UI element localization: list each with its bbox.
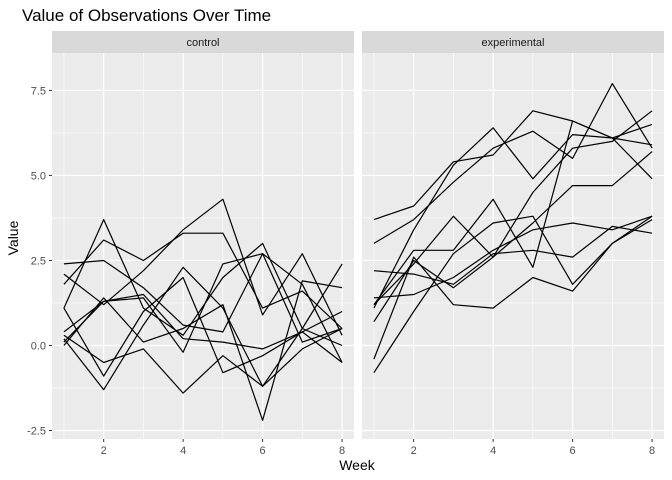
series-line-experimental-2	[373, 82, 653, 244]
series-line-experimental-10	[373, 215, 653, 374]
x-tick-label: 4	[490, 445, 496, 457]
x-tick-label: 8	[339, 445, 345, 457]
y-tick-label: 5.0	[31, 170, 46, 182]
facet-strip	[52, 31, 354, 53]
facet-panel-control: control 2 4 6 8	[52, 31, 354, 457]
series-line-control-1	[63, 253, 343, 343]
series-line-experimental-4	[373, 123, 653, 309]
x-tick-label: 8	[649, 445, 655, 457]
y-axis-title: Value	[5, 220, 21, 255]
facet-strip-label: control	[186, 37, 219, 49]
series-line-control-3	[63, 263, 343, 391]
panel-background	[362, 53, 664, 439]
series-line-experimental-6	[373, 225, 653, 285]
y-tick-label: 0.0	[31, 340, 46, 352]
x-tick-label: 2	[101, 445, 107, 457]
x-tick-label: 6	[570, 445, 576, 457]
series-line-control-5	[63, 232, 343, 329]
series-line-experimental-9	[373, 151, 653, 306]
facet-strip-label: experimental	[482, 37, 545, 49]
facet-strip	[362, 31, 664, 53]
x-axis-title: Week	[339, 457, 376, 473]
series-line-experimental-8	[373, 219, 653, 360]
series-line-control-6	[63, 280, 343, 421]
series-line-experimental-3	[373, 120, 653, 306]
y-axis: -2.5 0.0 2.5 5.0 7.5	[27, 85, 52, 437]
series-line-control-7	[63, 276, 343, 377]
x-tick-label: 4	[180, 445, 186, 457]
chart-title: Value of Observations Over Time	[22, 6, 271, 25]
facet-panel-experimental: experimental 2 4 6 8	[362, 31, 664, 457]
x-tick-label: 2	[411, 445, 417, 457]
y-tick-label: 7.5	[31, 85, 46, 97]
facet-panels: control 2 4 6 8 experimental 2 4 6 8	[52, 31, 664, 457]
series-line-control-2	[63, 219, 343, 347]
series-line-control-10	[63, 293, 343, 350]
series-line-control-4	[63, 198, 343, 336]
y-tick-label: -2.5	[27, 425, 46, 437]
x-tick-label: 6	[260, 445, 266, 457]
y-tick-label: 2.5	[31, 255, 46, 267]
series-line-control-8	[63, 327, 343, 394]
